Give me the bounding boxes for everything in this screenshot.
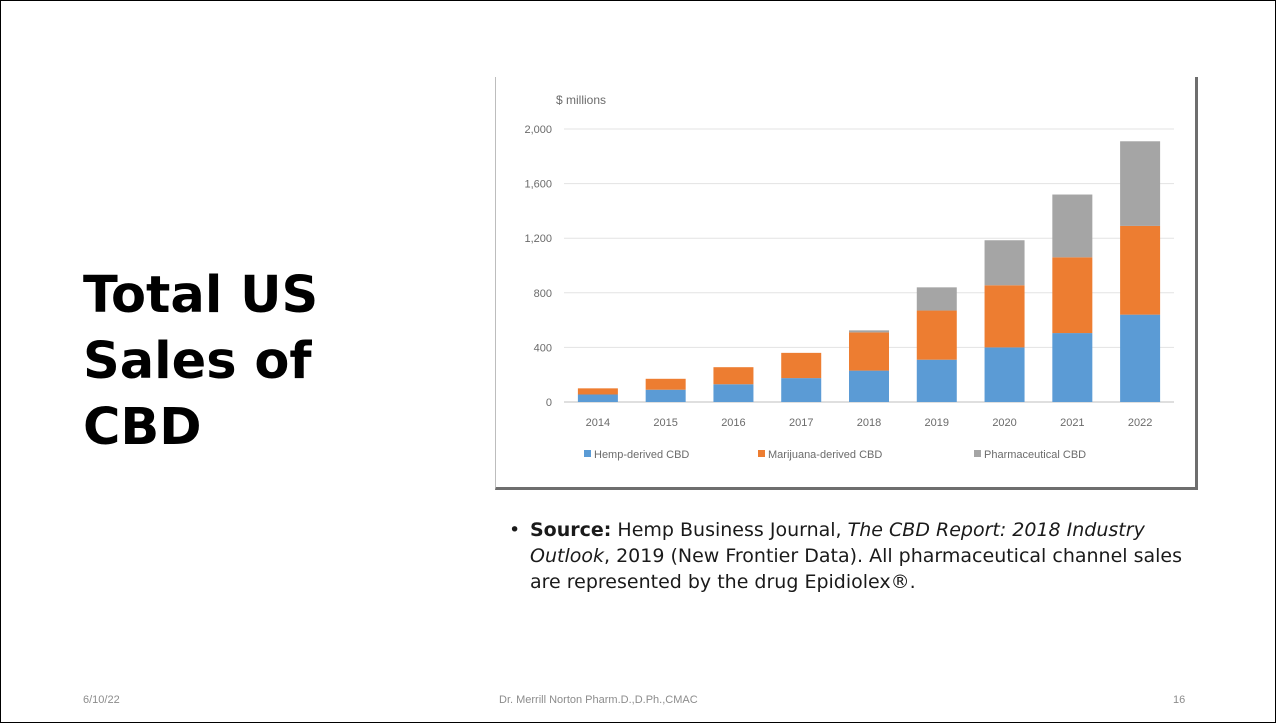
bar-segment [916,287,957,311]
footer-page-number: 16 [1173,694,1186,706]
bar-segment [1120,314,1161,402]
x-tick-label: 2019 [925,417,949,429]
source-label: Source: [530,519,612,541]
bar-segment [645,378,686,390]
x-tick-label: 2018 [857,417,881,429]
y-axis-label: $ millions [556,93,606,107]
bar-segment [1052,194,1093,258]
slide-title-line-3: CBD [83,398,202,457]
bar-segment [1120,225,1161,315]
x-tick-label: 2015 [653,417,677,429]
y-tick-label: 400 [534,342,552,354]
x-tick-label: 2022 [1128,417,1152,429]
y-tick-label: 1,200 [524,233,552,245]
source-bullet: • [509,519,521,541]
footer-author: Dr. Merrill Norton Pharm.D.,D.Ph.,CMAC [499,694,698,706]
bar-segment [1052,257,1093,334]
slide-title-line-1: Total US [83,266,319,325]
legend-swatch [758,450,765,457]
bar-segment [781,352,822,379]
bar-segment [916,359,957,402]
x-tick-label: 2020 [992,417,1016,429]
bar-segment [849,370,889,402]
slide-title: Total US Sales of CBD [83,263,423,461]
x-tick-label: 2017 [789,417,813,429]
chart-frame: $ millions 0 400 800 1,200 1,600 2,000 2014 2015… [495,77,1198,490]
bar-segment [713,367,754,385]
x-tick-label: 2016 [721,417,745,429]
legend-label: Marijuana-derived CBD [768,449,882,461]
legend-swatch [584,450,591,457]
y-tick-label: 1,600 [524,179,552,191]
bar-segment [577,388,618,395]
bar-segment [849,330,889,333]
x-tick-label: 2021 [1060,417,1084,429]
source-note: • Source: Hemp Business Journal, The CBD… [509,517,1189,595]
bar-segment [984,240,1025,286]
legend-label: Pharmaceutical CBD [984,449,1086,461]
source-report-title: The CBD Report: 2018 Industry Outlook [530,519,1145,567]
bar-segment [849,332,889,371]
bar-segment [1120,141,1161,226]
bar-segment [1052,333,1093,402]
source-text: Source: Hemp Business Journal, The CBD R… [530,517,1189,595]
stacked-bar-chart: $ millions 0 400 800 1,200 1,600 2,000 2014 2015… [524,93,1174,461]
y-tick-label: 0 [546,397,552,409]
bar-segment [713,384,754,402]
y-tick-label: 2,000 [524,124,552,136]
legend-swatch [974,450,981,457]
bar-segment [781,378,822,402]
source-text-1: Hemp Business Journal, [611,519,848,541]
bar-segment [984,285,1025,348]
source-text-2: , 2019 (New Frontier Data). All pharmace… [530,545,1182,593]
bar-segment [645,389,686,402]
y-tick-label: 800 [534,288,552,300]
legend-label: Hemp-derived CBD [594,449,689,461]
slide-title-line-2: Sales of [83,332,312,391]
bar-segment [577,394,618,402]
x-tick-label: 2014 [586,417,610,429]
bar-segment [984,347,1025,402]
bar-segment [916,310,957,360]
footer-date: 6/10/22 [83,694,120,706]
